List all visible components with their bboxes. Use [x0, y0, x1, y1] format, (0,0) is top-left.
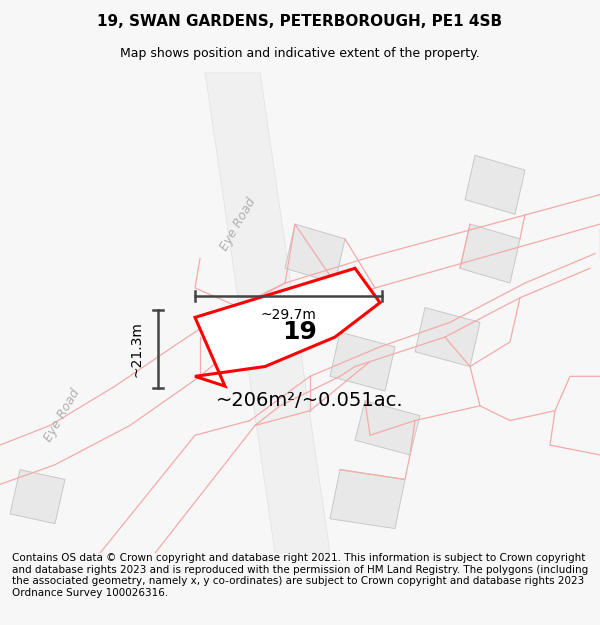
Text: Eye Road: Eye Road: [218, 196, 259, 252]
Polygon shape: [415, 308, 480, 366]
Text: Eye Road: Eye Road: [41, 387, 82, 444]
Polygon shape: [355, 401, 420, 455]
Text: ~21.3m: ~21.3m: [129, 321, 143, 377]
Text: ~29.7m: ~29.7m: [260, 309, 316, 322]
Polygon shape: [465, 156, 525, 214]
Text: 19, SWAN GARDENS, PETERBOROUGH, PE1 4SB: 19, SWAN GARDENS, PETERBOROUGH, PE1 4SB: [97, 14, 503, 29]
Polygon shape: [285, 224, 345, 283]
Polygon shape: [460, 224, 520, 283]
Polygon shape: [10, 469, 65, 524]
Text: ~206m²/~0.051ac.: ~206m²/~0.051ac.: [216, 391, 404, 411]
Polygon shape: [330, 332, 395, 391]
Polygon shape: [330, 469, 405, 529]
Text: Map shows position and indicative extent of the property.: Map shows position and indicative extent…: [120, 48, 480, 61]
Polygon shape: [195, 268, 380, 386]
Text: Contains OS data © Crown copyright and database right 2021. This information is : Contains OS data © Crown copyright and d…: [12, 553, 588, 598]
Polygon shape: [205, 72, 330, 553]
Text: 19: 19: [283, 320, 317, 344]
